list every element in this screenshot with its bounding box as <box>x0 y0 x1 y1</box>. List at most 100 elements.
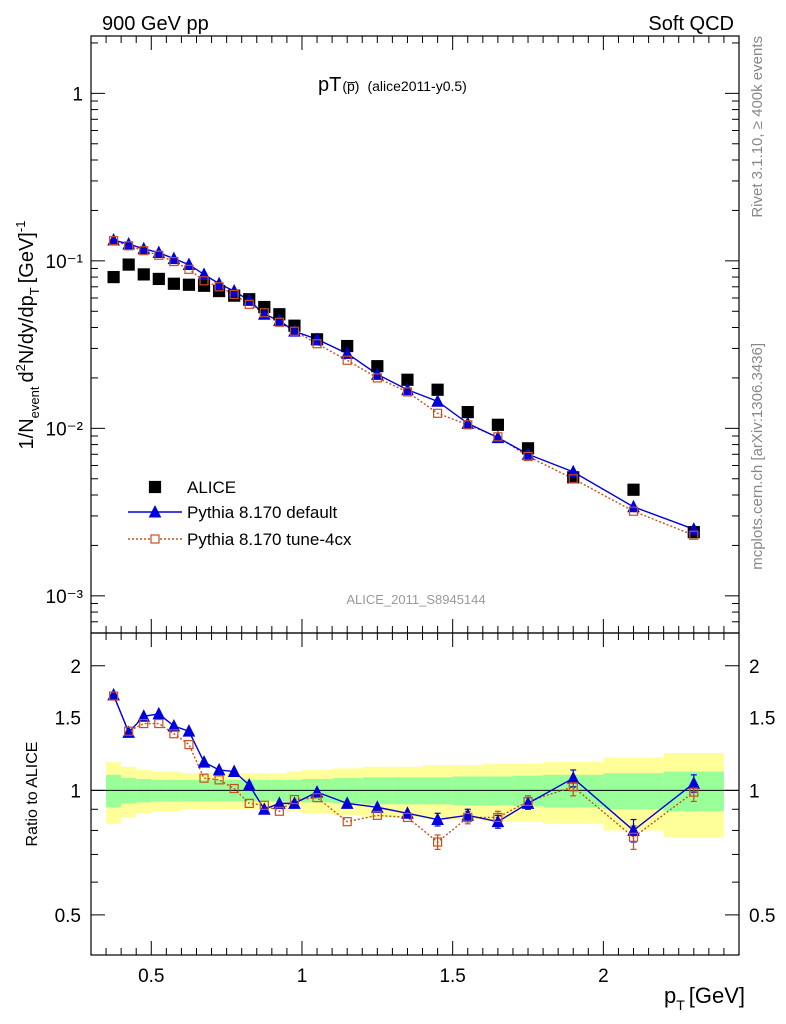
ratio-y-tick-label-right: 1 <box>749 781 760 802</box>
ratio-default-point <box>212 762 226 776</box>
legend-4cx-marker <box>150 534 160 544</box>
alice-data-point <box>627 483 640 496</box>
legend-default-label: Pythia 8.170 default <box>187 503 338 522</box>
pythia-4cx-point <box>312 339 322 349</box>
ratio-4cx-point <box>124 726 134 736</box>
pythia-4cx-point <box>244 299 254 309</box>
pythia-4cx-point <box>214 282 224 292</box>
ylabel-sup-m1: -1 <box>13 221 28 233</box>
ylabel-part-a: 1/N <box>16 418 38 449</box>
pythia-4cx-point <box>568 474 578 484</box>
ratio-default-point <box>371 800 384 813</box>
pythia-4cx-point <box>402 387 413 397</box>
alice-data-point <box>137 268 150 281</box>
ylabel-sub-event: event <box>27 386 42 418</box>
alice-data-point <box>431 383 444 396</box>
legend-alice-label: ALICE <box>187 478 236 497</box>
ratio-default-point <box>627 823 640 836</box>
ratio-y-tick-label: 1 <box>70 781 81 802</box>
ratio-y-axis-title: Ratio to ALICE <box>24 742 41 847</box>
xlabel-unit: [GeV] <box>689 983 745 1008</box>
pythia-4cx-point <box>184 264 194 274</box>
ratio-panel-frame <box>90 632 740 956</box>
pythia-4cx-point <box>139 246 149 256</box>
ratio-default-point <box>152 706 166 720</box>
ratio-default-point <box>197 755 211 768</box>
plot-title: pT(p̅) (alice2011-y0.5) <box>318 74 467 96</box>
alice-data-point <box>491 418 504 431</box>
pythia-default-point <box>122 236 135 250</box>
main-series <box>107 233 701 540</box>
ylabel-part-c: N/dy/dp <box>16 295 38 364</box>
ratio-4cx-point <box>169 729 179 739</box>
ratio-4cx-point <box>154 718 164 729</box>
x-tick-label: 0.5 <box>138 966 164 987</box>
ratio-y-tick-label: 2 <box>70 657 81 678</box>
pythia-4cx-point <box>493 432 503 442</box>
ratio-4cx-point <box>289 794 300 805</box>
pythia-4cx-point <box>372 373 382 383</box>
pythia-4cx-point <box>342 355 352 365</box>
pythia-4cx-point <box>199 276 209 286</box>
pythia-4cx-point <box>628 506 639 516</box>
ratio-default-point <box>288 796 301 809</box>
x-axis-title: pT [GeV] <box>664 983 745 1013</box>
band-inner-bin <box>452 776 483 806</box>
ratio-default-point <box>431 812 444 825</box>
alice-data-point <box>152 272 165 286</box>
ratio-default-point <box>401 806 414 819</box>
pythia-4cx-point <box>433 408 443 418</box>
pythia-4cx-point <box>154 250 164 260</box>
ylabel-part-d: [GeV] <box>16 232 38 283</box>
pythia-default-point <box>491 430 505 444</box>
header-process-label: Soft QCD <box>648 13 734 35</box>
ratio-y-tick-label: 1.5 <box>55 708 81 729</box>
ratio-default-point <box>167 718 181 732</box>
main-y-tick-label: 10⁻² <box>46 419 84 440</box>
x-tick-label: 2 <box>598 966 609 987</box>
ratio-default-point <box>340 796 354 809</box>
plot-title-particle: (p̅) <box>342 78 359 94</box>
ratio-4cx-point <box>229 783 239 794</box>
ratio-y-axis: 2 2 1.5 1.5 1 1 0.5 0.5 <box>55 657 775 956</box>
legend-4cx-label: Pythia 8.170 tune-4cx <box>187 530 352 549</box>
ratio-y-tick-label-right: 1.5 <box>749 708 775 729</box>
plot-title-main: pT <box>318 74 341 96</box>
plot-title-tag: (alice2011-y0.5) <box>367 78 466 94</box>
main-y-tick-label: 10⁻¹ <box>46 252 84 273</box>
ratio-default-point <box>273 796 286 809</box>
ratio-series <box>107 687 701 850</box>
pythia-default-point <box>273 313 286 327</box>
x-tick-label: 1 <box>297 966 308 987</box>
band-inner-bin <box>392 777 423 805</box>
pythia-4cx-point <box>289 326 300 336</box>
ylabel-sub-t: T <box>27 287 42 295</box>
pythia-4cx-point <box>689 530 699 540</box>
ratio-4cx-point <box>463 812 473 823</box>
alice-data-point <box>122 258 135 271</box>
main-y-axis-title: 1/Nevent d2N/dy/dpT [GeV]-1 <box>13 221 42 450</box>
pythia-default-point <box>310 332 324 345</box>
pythia-4cx-point <box>523 451 533 461</box>
pythia-default-point <box>167 251 181 265</box>
main-y-axis: 1 10⁻¹ 10⁻² 10⁻³ <box>46 42 739 634</box>
pythia-4cx-point <box>109 236 119 246</box>
ratio-4cx-point <box>523 796 533 807</box>
x-tick-label: 1.5 <box>439 966 465 987</box>
ratio-4cx-point <box>214 775 224 785</box>
xlabel-sub-t: T <box>676 997 685 1013</box>
alice-data-point <box>182 278 196 291</box>
x-axis: 0.5 1 1.5 2 <box>90 36 740 987</box>
ratio-4cx-point <box>433 837 443 847</box>
ylabel-part-b: d <box>16 371 38 382</box>
ratio-default-point <box>227 764 241 778</box>
pythia-default-point <box>182 257 196 271</box>
ratio-y-tick-label-right: 0.5 <box>749 906 775 927</box>
band-inner-bin <box>603 773 664 810</box>
pythia-default-point <box>431 394 444 407</box>
ratio-default-point <box>461 808 475 821</box>
ratio-default-point <box>137 709 151 722</box>
analysis-watermark: ALICE_2011_S8945144 <box>346 592 485 607</box>
ratio-y-tick-label-right: 2 <box>749 657 760 678</box>
